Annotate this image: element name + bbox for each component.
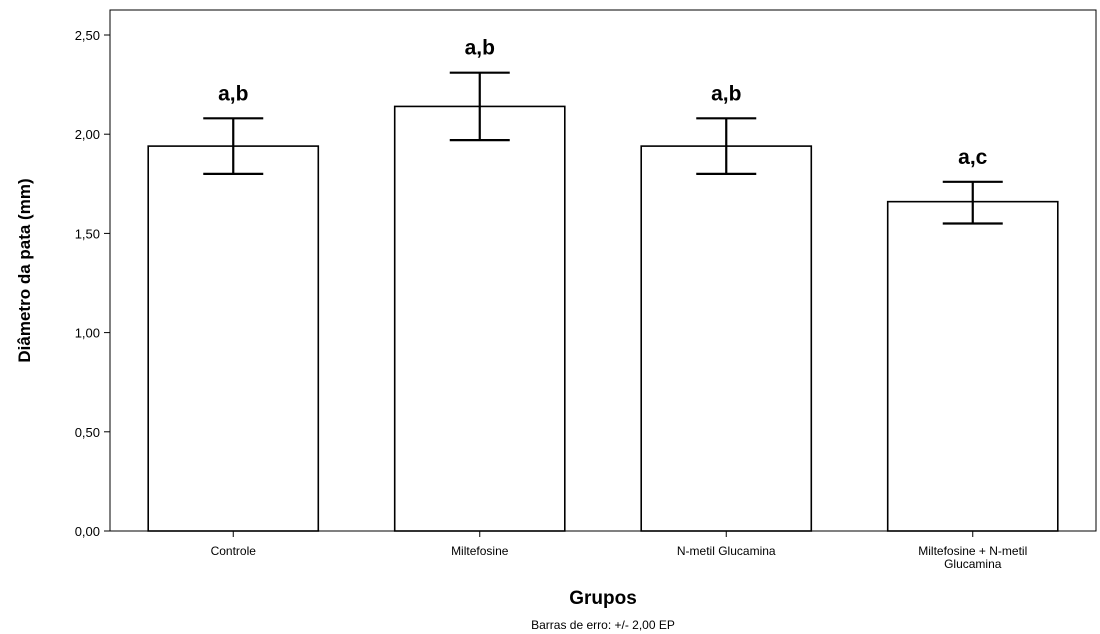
plot-frame (109, 9, 1097, 532)
y-tick-label: 0,00 (75, 524, 100, 539)
bar (393, 105, 566, 532)
y-tick-label: 1,50 (75, 226, 100, 241)
x-tick-label: Miltefosine (451, 544, 509, 558)
significance-label: a,b (218, 82, 248, 105)
significance-label: a,b (465, 37, 495, 60)
y-tick-label: 2,00 (75, 127, 100, 142)
x-axis-title: Grupos (569, 588, 637, 609)
x-tick-label: N-metil Glucamina (677, 544, 776, 558)
significance-labels: a,b a,b a,b a,c (218, 37, 988, 169)
y-tick-label: 0,50 (75, 425, 100, 440)
y-axis-title: Diâmetro da pata (mm) (15, 178, 34, 362)
x-axis-categories: Controle Miltefosine N-metil Glucamina Milt… (211, 531, 1027, 571)
error-bar-footnote: Barras de erro: +/- 2,00 EP (531, 618, 675, 632)
x-tick-label: Glucamina (944, 557, 1002, 571)
y-tick-label: 2,50 (75, 28, 100, 43)
y-tick-label: 1,00 (75, 326, 100, 341)
y-axis-ticks: 0,00 0,50 1,00 1,50 2,00 2,50 (75, 28, 110, 539)
bar (640, 145, 813, 532)
significance-label: a,c (958, 146, 988, 169)
bar (147, 145, 320, 532)
error-bars (203, 71, 1003, 225)
bar (886, 200, 1059, 532)
bars (147, 105, 1059, 532)
significance-label: a,b (711, 82, 741, 105)
x-tick-label: Controle (211, 544, 257, 558)
x-tick-label: Miltefosine + N-metil (918, 544, 1027, 558)
